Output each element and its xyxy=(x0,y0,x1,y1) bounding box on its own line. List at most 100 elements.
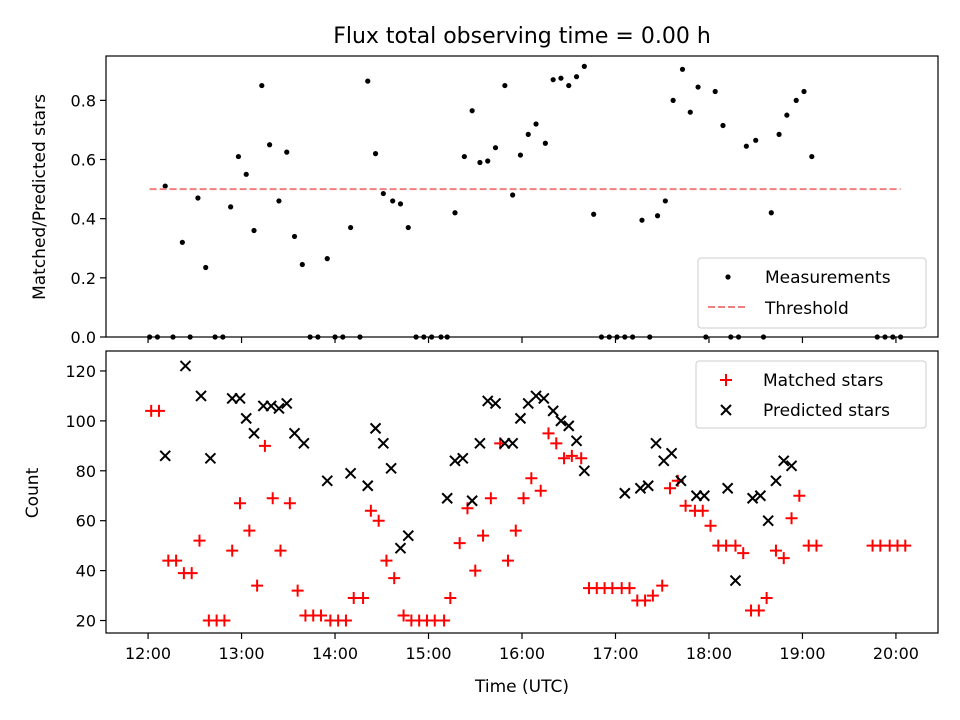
plot0-series0-point-28 xyxy=(372,151,379,157)
plot0-series0-point-41 xyxy=(477,159,483,166)
plot1-series1-point-21 xyxy=(402,529,414,542)
plot0-series0-point-64 xyxy=(662,198,668,204)
plot1-xtick-label-1: 13:00 xyxy=(218,644,264,663)
top-legend: Measurements Threshold xyxy=(697,257,927,329)
plot1-series1-point-55 xyxy=(778,455,790,467)
plot0-series0-point-13 xyxy=(251,227,257,234)
plot0-series0-point-27 xyxy=(365,78,371,84)
plot1-series0-point-13 xyxy=(251,579,264,592)
plot0-series0-point-61 xyxy=(639,217,645,223)
plot0-series0-point-65 xyxy=(670,97,676,103)
plot1-xtick-label-0: 12:00 xyxy=(125,644,171,663)
plot0-series0-point-49 xyxy=(542,140,548,146)
plot1-series0-point-77 xyxy=(769,544,782,557)
plot1-series0-point-30 xyxy=(388,572,401,585)
plot1-series0-point-11 xyxy=(233,497,246,510)
plot0-series0-point-75 xyxy=(753,137,759,143)
plot1-series1-point-12 xyxy=(288,427,301,440)
plot0-series0-point-40 xyxy=(469,108,475,114)
plot1-xtick-label-5: 17:00 xyxy=(592,644,638,663)
plot1-series1-point-26 xyxy=(474,437,486,450)
plot1-series1-point-16 xyxy=(362,480,374,492)
plot1-series0-point-17 xyxy=(283,497,296,510)
plot0-series0-point-46 xyxy=(517,152,524,158)
plot1-series1-point-39 xyxy=(578,465,591,477)
plot0-series0-point-78 xyxy=(776,131,782,137)
plot0-series0-point-11 xyxy=(235,153,242,160)
plot1-series0-point-82 xyxy=(810,539,823,552)
plot1-series1-point-19 xyxy=(385,462,397,474)
plot1-series1-point-36 xyxy=(555,415,567,427)
plot1-series0-point-44 xyxy=(501,554,514,567)
plot1-series0-point-69 xyxy=(704,519,717,532)
plot1-series0-point-37 xyxy=(444,592,457,605)
plot1-series1-point-52 xyxy=(754,490,767,502)
top-y-axis-label: Matched/Predicted stars xyxy=(30,94,50,300)
plot0-series0-point-19 xyxy=(299,261,305,268)
plot1-series1-point-14 xyxy=(321,475,333,487)
plot1-series0-point-15 xyxy=(266,492,279,505)
top-legend-box xyxy=(697,257,927,329)
plot0-series0-point-22 xyxy=(324,256,330,262)
plot1-xtick-label-4: 16:00 xyxy=(499,644,545,663)
plot0-series0-point-31 xyxy=(397,201,404,207)
plot0-series0-point-63 xyxy=(654,213,661,219)
plot1-ytick-label-0: 20 xyxy=(76,612,96,631)
plot1-series0-point-40 xyxy=(469,564,482,577)
bottom-legend-box xyxy=(695,360,927,429)
plot1-series1-point-50 xyxy=(729,574,742,587)
bottom-legend: Matched stars Predicted stars xyxy=(695,360,927,429)
plot1-series1-point-31 xyxy=(514,412,527,425)
plot1-series1-point-28 xyxy=(489,397,502,410)
plot1-series1-point-43 xyxy=(650,437,662,450)
top-plot-area: 0.0 0.2 0.4 0.6 0.8 xyxy=(71,55,939,347)
plot1-series1-point-38 xyxy=(570,435,583,447)
plot1-series1-point-27 xyxy=(482,395,494,407)
plot1-series0-point-48 xyxy=(534,484,547,497)
plot0-series0-point-2 xyxy=(162,183,168,189)
legend-predicted-marker xyxy=(720,404,732,416)
plot1-series1-point-56 xyxy=(785,460,798,472)
plot0-series0-point-70 xyxy=(712,88,718,95)
plot1-series1-point-7 xyxy=(248,427,260,440)
plot1-series1-point-20 xyxy=(394,542,407,554)
plot0-series0-point-12 xyxy=(243,171,249,177)
plot1-series0-point-29 xyxy=(380,554,393,567)
plot0-series0-point-44 xyxy=(502,82,508,89)
plot1-series0-point-21 xyxy=(315,609,328,622)
plot1-series0-point-31 xyxy=(397,609,410,622)
plot0-series0-point-82 xyxy=(809,153,815,160)
plot0-series0-point-50 xyxy=(550,77,556,83)
bottom-plot-area: 20 40 60 80 100 120 12:00 13:00 14:00 15:00 16:00 1… xyxy=(65,350,939,663)
plot1-series0-point-14 xyxy=(258,439,271,452)
plot0-series0-point-29 xyxy=(380,190,386,197)
plot1-series1-point-45 xyxy=(665,447,678,460)
plot0-series0-point-18 xyxy=(291,233,298,240)
plot1-xtick-label-8: 20:00 xyxy=(873,644,919,663)
plot0-series0-point-68 xyxy=(695,84,701,90)
plot0-series0-point-55 xyxy=(591,211,597,217)
plot0-series0-point-74 xyxy=(743,143,749,149)
plot0-series0-point-39 xyxy=(461,153,467,160)
plot0-series0-point-32 xyxy=(405,224,411,231)
plot1-series1-point-42 xyxy=(642,480,654,492)
plot1-xtick-label-3: 15:00 xyxy=(405,644,451,663)
plot1-series0-point-18 xyxy=(291,584,304,597)
x-axis-label: Time (UTC) xyxy=(474,677,569,697)
plot0-ytick-label-4: 0.8 xyxy=(71,91,96,110)
plot0-series0-point-54 xyxy=(581,63,587,69)
plot1-series0-point-75 xyxy=(752,604,765,617)
legend-threshold-label: Threshold xyxy=(764,299,849,319)
plot1-series0-point-24 xyxy=(339,614,352,627)
bottom-y-axis-label: Count xyxy=(23,467,43,518)
plot0-series0-point-51 xyxy=(558,75,564,81)
plot0-series0-point-53 xyxy=(573,74,580,80)
legend-matched-label: Matched stars xyxy=(763,371,883,391)
plot0-series0-point-47 xyxy=(525,131,531,137)
legend-matched-marker xyxy=(720,374,732,386)
plot1-series1-point-53 xyxy=(762,514,774,527)
plot1-ytick-label-5: 120 xyxy=(65,362,96,381)
legend-measurements-marker xyxy=(725,274,731,280)
plot1-series1-point-37 xyxy=(563,420,575,432)
